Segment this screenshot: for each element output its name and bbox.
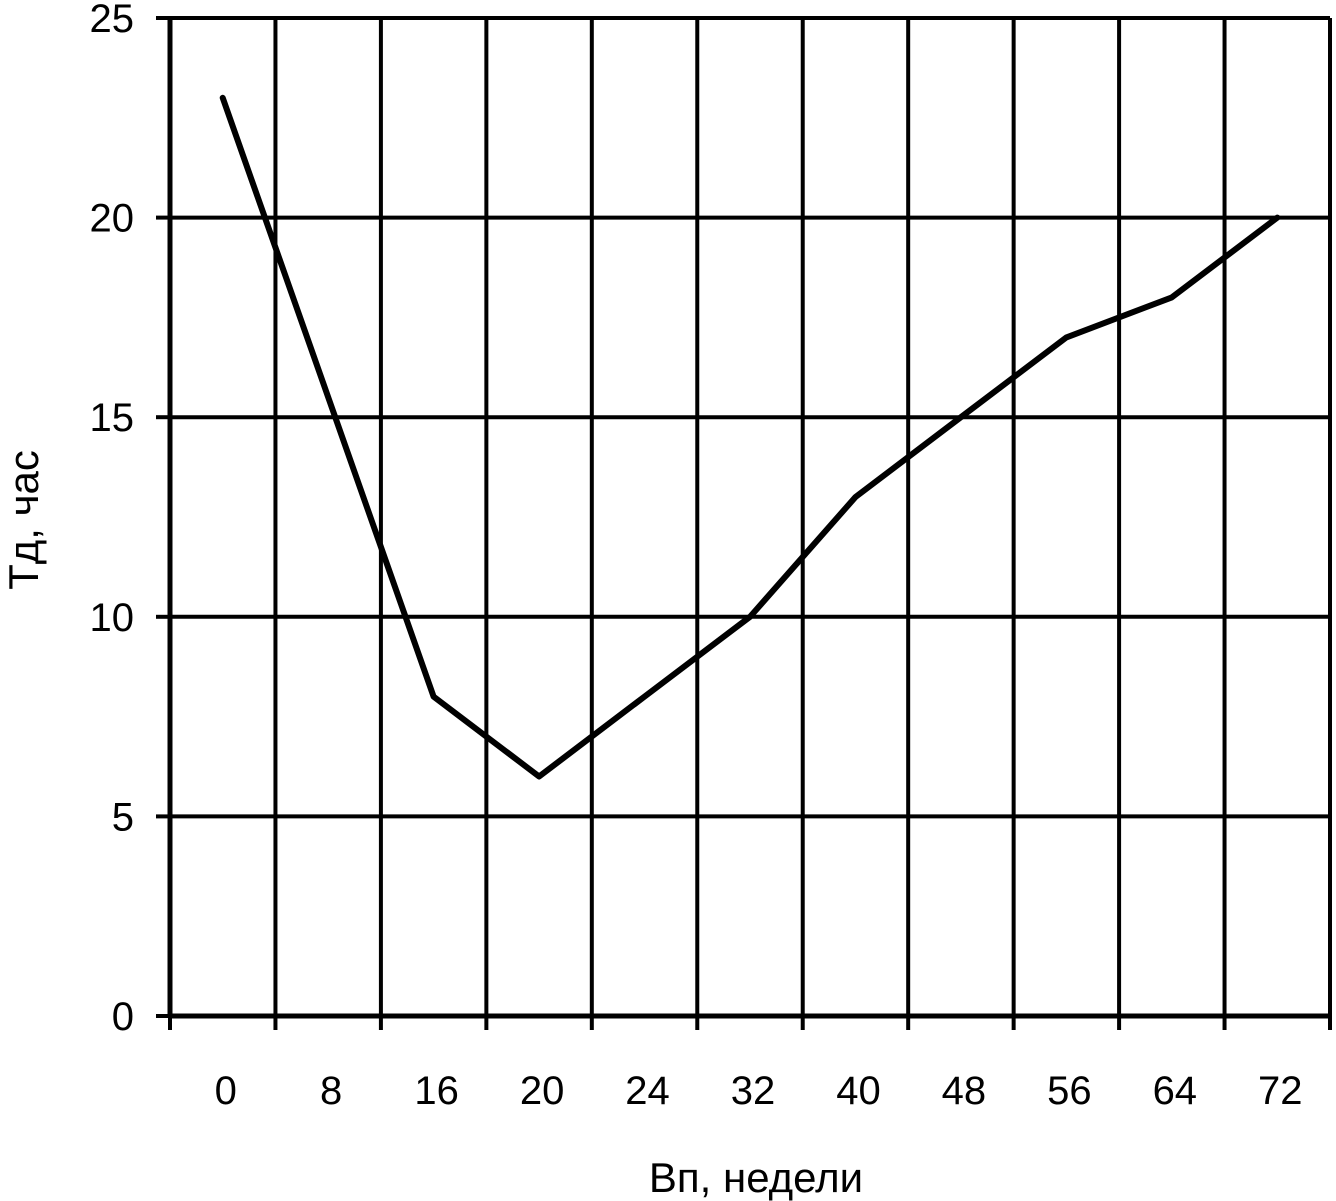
x-axis-title: Вп, недели [649, 1154, 863, 1201]
y-tick-label: 5 [112, 795, 134, 839]
x-tick-label: 24 [625, 1069, 670, 1113]
x-tick-label: 8 [320, 1069, 342, 1113]
y-tick-label: 10 [90, 596, 135, 640]
x-tick-label: 32 [731, 1069, 776, 1113]
x-tick-label: 48 [942, 1069, 987, 1113]
x-tick-label: 64 [1153, 1069, 1198, 1113]
x-tick-label: 40 [836, 1069, 881, 1113]
y-tick-label: 20 [90, 197, 135, 241]
y-tick-label: 0 [112, 995, 134, 1039]
x-tick-label: 20 [520, 1069, 565, 1113]
x-tick-label: 72 [1258, 1069, 1303, 1113]
axes [156, 16, 1332, 1030]
y-tick-label: 15 [90, 396, 135, 440]
x-tick-label: 16 [414, 1069, 459, 1113]
y-tick-label: 25 [90, 0, 135, 41]
grid [170, 16, 1332, 1016]
x-tick-label: 0 [215, 1069, 237, 1113]
y-axis-title: Тд, час [0, 450, 47, 590]
x-tick-label: 56 [1047, 1069, 1092, 1113]
series-layer [219, 94, 1281, 780]
tick-labels: 0 5 10 15 20 25 0 8 16 20 24 32 40 48 56 64 72 [90, 0, 1303, 1113]
